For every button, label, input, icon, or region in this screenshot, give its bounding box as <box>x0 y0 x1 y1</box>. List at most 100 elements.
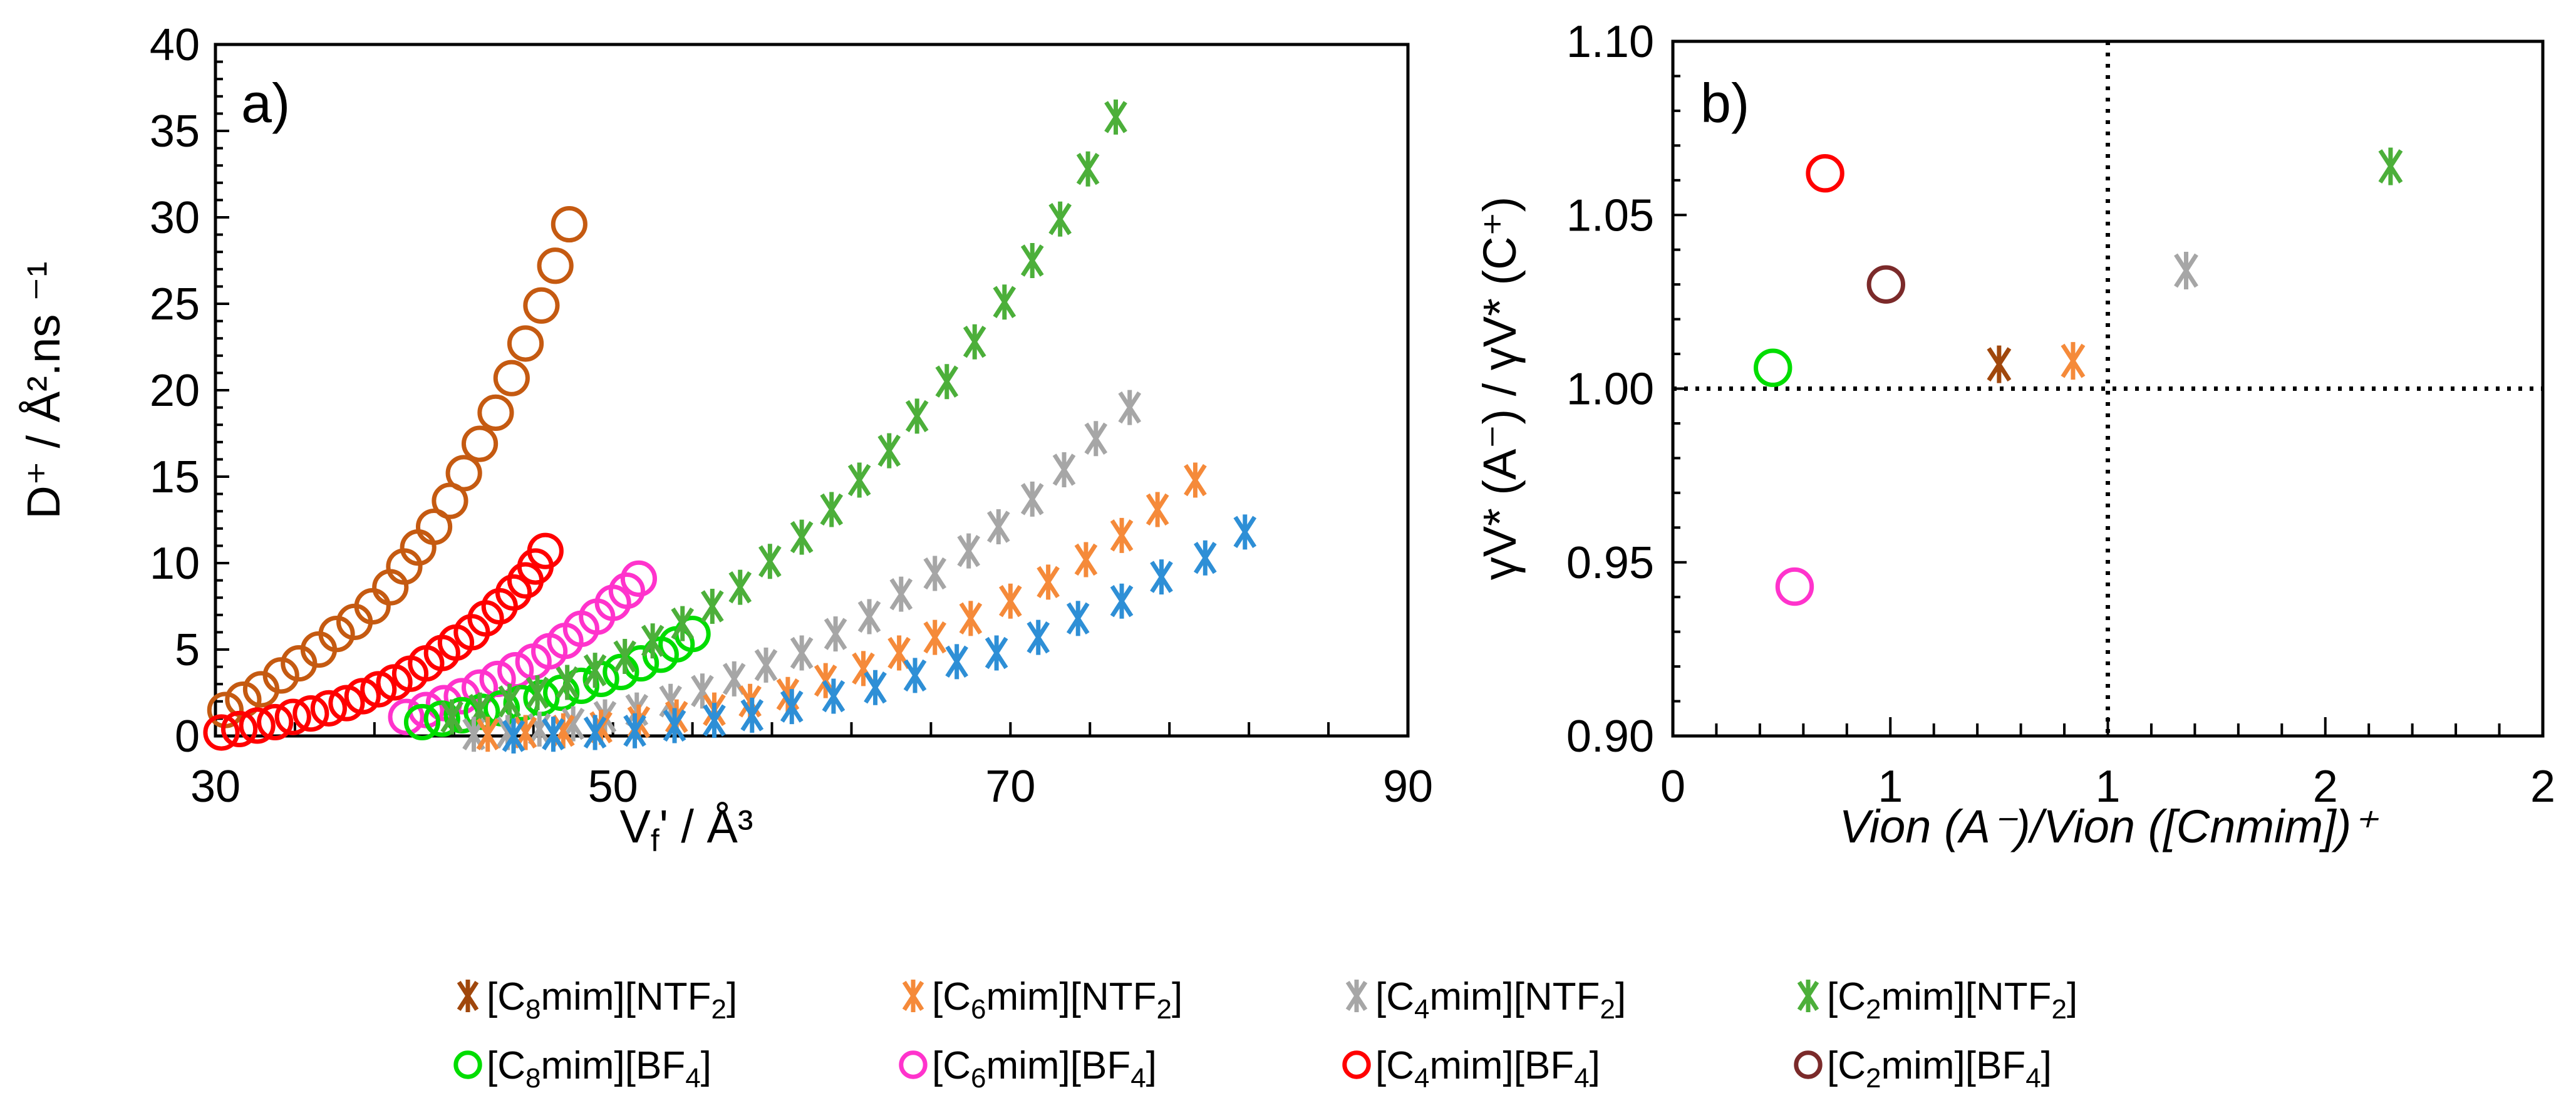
data-point <box>415 508 453 546</box>
x-tick-label: 2 <box>2313 762 2338 812</box>
data-point <box>440 699 463 735</box>
data-point <box>523 287 560 324</box>
star-stroke <box>790 636 814 670</box>
x-tick-label: 90 <box>1383 762 1433 812</box>
data-point <box>344 678 381 715</box>
legend-label-part: [C <box>487 975 525 1018</box>
data-point <box>857 599 881 634</box>
data-point <box>507 325 544 362</box>
data-point <box>957 533 981 569</box>
star-stroke <box>498 685 521 718</box>
star-stroke <box>945 645 968 678</box>
star-stroke <box>1987 347 2012 382</box>
data-point <box>1110 517 1134 553</box>
star-stroke <box>923 557 947 590</box>
data-point <box>613 639 637 675</box>
panel-a-label: a) <box>241 72 290 134</box>
data-point <box>257 703 294 741</box>
data-point <box>220 710 258 748</box>
plot-b-x-axis-title: Vion (A⁻)/Vion ([Cnmim])⁺ <box>1839 800 2379 852</box>
data-point <box>824 616 847 652</box>
star-stroke <box>847 463 871 497</box>
legend-label: [C8mim][NTF2] <box>487 975 737 1025</box>
star-stroke <box>722 663 746 695</box>
data-point <box>1076 151 1100 187</box>
x-tick-label: 2 <box>2530 762 2555 812</box>
legend-label-part: 2 <box>2052 994 2067 1025</box>
legend-label-part: 2 <box>1866 994 1881 1025</box>
legend-label-part: 4 <box>1414 994 1429 1025</box>
star-stroke <box>1084 422 1108 455</box>
legend-label-part: ] <box>1590 1044 1600 1087</box>
data-point <box>1066 601 1090 636</box>
data-point <box>1020 481 1044 517</box>
data-point <box>388 698 425 735</box>
y-tick-label: 1.10 <box>1566 17 1654 67</box>
star-stroke <box>864 671 887 704</box>
data-point <box>1775 567 1814 606</box>
y-tick-label: 15 <box>150 452 200 502</box>
legend-label-part: 6 <box>971 994 986 1025</box>
data-point <box>476 717 500 752</box>
data-point <box>1806 154 1844 193</box>
legend-marker-star-icon <box>1797 980 1819 1012</box>
star-stroke <box>502 720 525 752</box>
star-stroke <box>1110 585 1134 618</box>
star-stroke <box>1233 515 1257 549</box>
star-stroke <box>703 704 726 737</box>
star-stroke <box>824 618 847 650</box>
legend-label-part: 2 <box>1866 1063 1881 1094</box>
plot-b-ticks: 0.90 0.95 1.00 1.05 1.10 0 1 1 2 2 <box>1566 17 2555 812</box>
data-point <box>935 364 959 400</box>
data-point <box>620 560 658 597</box>
legend-marker-star-icon <box>457 980 479 1012</box>
plot-a-frame <box>214 43 1410 738</box>
data-point <box>583 653 607 688</box>
star-stroke <box>476 718 500 750</box>
star-stroke <box>556 666 579 699</box>
data-point <box>603 653 639 690</box>
data-point <box>663 708 686 743</box>
legend-entry: [C8mim][NTF2] <box>457 975 737 1025</box>
y-tick-label: 1.05 <box>1566 190 1654 241</box>
star-stroke <box>457 980 479 1012</box>
legend: [C8mim][NTF2] [C6mim][NTF2] [C 4 mim][NTF 2] [… <box>453 975 2077 1094</box>
y-tick-label: 25 <box>150 279 200 329</box>
star-stroke <box>623 715 646 747</box>
series-c8mimntf2 <box>502 514 1257 753</box>
star-stroke <box>754 649 778 681</box>
star-stroke <box>1104 101 1127 133</box>
data-point <box>780 689 804 725</box>
star-stroke <box>1150 561 1173 593</box>
y-tick-label: 30 <box>150 193 200 243</box>
legend-label-part: mim][NTF <box>541 975 711 1018</box>
data-point <box>537 247 574 284</box>
data-point <box>493 360 530 396</box>
data-point <box>527 532 564 569</box>
plot-a-marks <box>203 99 1257 753</box>
legend-label-part: 2 <box>1157 994 1172 1025</box>
legend-marker-circle-icon <box>453 1050 482 1079</box>
data-point <box>1074 542 1098 577</box>
data-point <box>542 717 565 752</box>
data-point <box>2174 251 2198 289</box>
legend-marker-circle-icon <box>1794 1050 1823 1079</box>
star-stroke <box>641 624 665 657</box>
star-stroke <box>700 590 724 623</box>
data-point <box>728 569 752 605</box>
data-point <box>461 425 499 462</box>
star-stroke <box>613 640 637 673</box>
star-stroke <box>2378 149 2403 184</box>
data-point <box>903 658 927 693</box>
legend-label: [C2mim][NTF2] <box>1827 975 2077 1025</box>
legend-label-part: ] <box>1615 975 1626 1018</box>
data-point <box>1866 265 1906 304</box>
data-point <box>1233 514 1257 550</box>
legend-entry: [C6mim][NTF2] <box>902 975 1182 1025</box>
data-point <box>495 574 532 611</box>
data-point <box>239 707 276 744</box>
y-tick-label: 5 <box>175 625 200 675</box>
y-tick-label: 1.00 <box>1566 365 1654 415</box>
legend-label-part: ] <box>727 975 737 1018</box>
star-stroke <box>1020 244 1044 277</box>
